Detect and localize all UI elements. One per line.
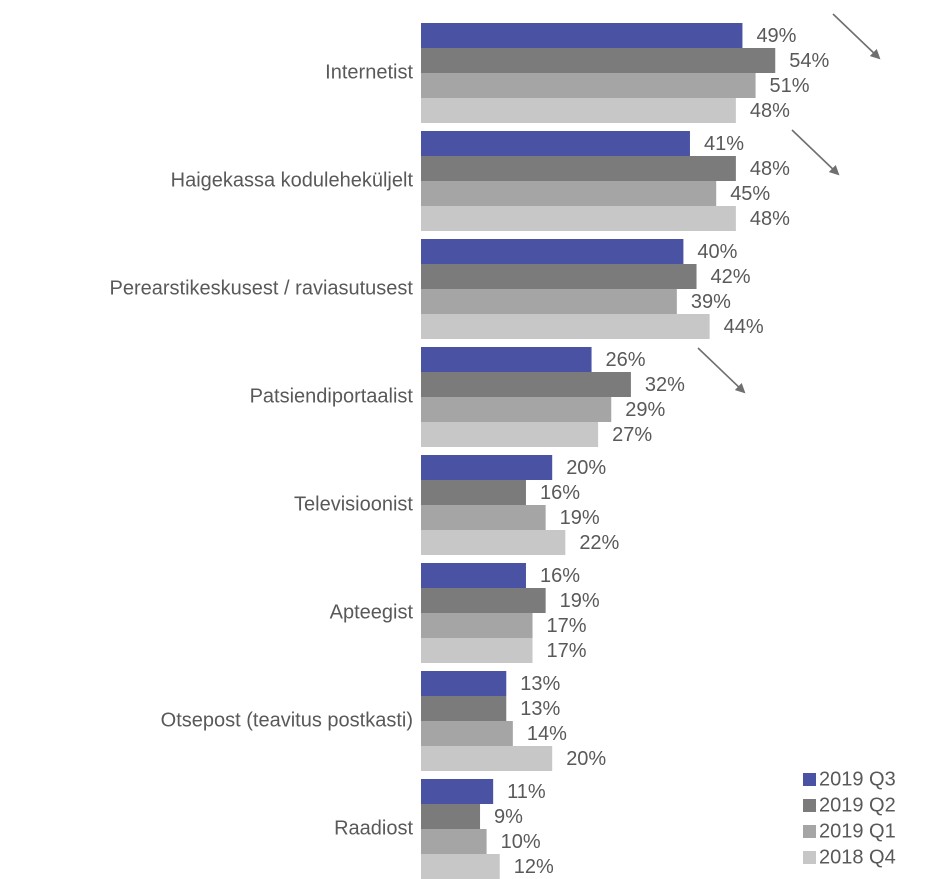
bar [421,505,546,530]
bar [421,613,533,638]
value-label: 20% [566,748,606,770]
value-label: 19% [560,590,600,612]
legend-swatch [803,773,816,786]
bar [421,131,690,156]
value-label: 48% [750,208,790,230]
legend-swatch [803,799,816,812]
value-label: 29% [625,399,665,421]
value-label: 13% [520,673,560,695]
value-label: 22% [579,532,619,554]
value-label: 42% [711,266,751,288]
trend-arrows [697,13,881,394]
bar [421,314,710,339]
legend-label: 2019 Q3 [819,768,896,790]
value-label: 39% [691,291,731,313]
trend-arrow [791,129,840,176]
bar [421,530,566,555]
value-label: 41% [704,133,744,155]
bar [421,746,553,771]
category-label: Haigekassa koduleheküljelt [171,169,414,191]
bar [421,156,736,181]
bar [421,829,487,854]
bar [421,264,697,289]
bar [421,455,553,480]
bar [421,696,507,721]
value-label: 48% [750,158,790,180]
bar [421,638,533,663]
category-label: Televisioonist [294,493,413,515]
legend-swatch [803,851,816,864]
bar [421,206,736,231]
value-label: 12% [514,856,554,878]
value-label: 32% [645,374,685,396]
category-label: Perearstikeskusest / raviasutusest [110,277,414,299]
bar [421,480,526,505]
category-label: Otsepost (teavitus postkasti) [161,709,413,731]
value-label: 45% [730,183,770,205]
trend-arrow [697,347,746,394]
category-label: Raadiost [334,817,413,839]
bar [421,854,500,879]
value-label: 19% [560,507,600,529]
bar [421,239,684,264]
bar [421,73,756,98]
bar [421,671,507,696]
value-label: 17% [547,615,587,637]
value-label: 9% [494,806,523,828]
legend-label: 2018 Q4 [819,846,896,868]
value-label: 16% [540,482,580,504]
bar [421,721,513,746]
category-label: Apteegist [330,601,414,623]
value-label: 16% [540,565,580,587]
legend-label: 2019 Q1 [819,820,896,842]
bar [421,397,612,422]
bar [421,588,546,613]
bar [421,779,494,804]
bar [421,422,599,447]
legend-label: 2019 Q2 [819,794,896,816]
value-label: 27% [612,424,652,446]
value-label: 44% [724,316,764,338]
bar [421,372,631,397]
bar [421,23,743,48]
bar [421,563,526,588]
value-label: 49% [756,25,796,47]
value-label: 26% [606,349,646,371]
value-label: 10% [501,831,541,853]
legend-swatch [803,825,816,838]
value-label: 20% [566,457,606,479]
value-label: 54% [789,50,829,72]
value-label: 14% [527,723,567,745]
bar [421,181,717,206]
value-label: 11% [507,781,546,803]
value-label: 51% [770,75,810,97]
bar [421,347,592,372]
category-label: Internetist [325,61,413,83]
category-label: Patsiendiportaalist [250,385,414,407]
value-label: 48% [750,100,790,122]
bar [421,289,677,314]
bar [421,48,776,73]
value-label: 17% [547,640,587,662]
bar [421,98,736,123]
bar [421,804,481,829]
value-label: 13% [520,698,560,720]
trend-arrow [832,13,881,60]
value-label: 40% [697,241,737,263]
